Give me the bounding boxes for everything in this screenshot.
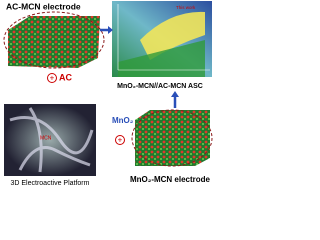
sem-label: MCN	[40, 135, 52, 141]
ac-electrode	[3, 11, 105, 69]
plus-icon	[47, 73, 57, 83]
platform-title: 3D Electroactive Platform	[11, 180, 90, 187]
ac-label: AC	[59, 72, 72, 82]
plus: +	[118, 136, 123, 145]
note: This work	[176, 5, 196, 10]
sem-image: MCN	[4, 104, 96, 176]
mno2-electrode	[131, 109, 213, 167]
mno2-label: MnO₂	[112, 116, 134, 125]
ac-title: AC-MCN electrode	[6, 1, 81, 11]
plus-icon	[115, 135, 125, 145]
ragone-plot: This work	[112, 1, 212, 77]
mno2-title: MnO₂-MCN electrode	[130, 175, 211, 184]
graphical-abstract: AC-MCN electrode + AC This work MnO₂-MCN…	[3, 1, 213, 187]
arrow-head	[108, 26, 113, 34]
arrow-head	[171, 91, 179, 97]
device-title: MnO₂-MCN//AC-MCN ASC	[117, 83, 203, 90]
plus: +	[50, 74, 55, 83]
